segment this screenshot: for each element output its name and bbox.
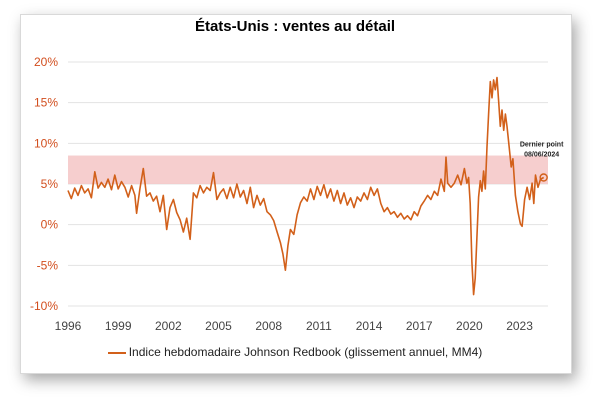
x-tick-label: 1999: [105, 319, 132, 333]
x-tick-label: 2011: [306, 319, 332, 333]
chart-title: États-Unis : ventes au détail: [194, 18, 396, 35]
x-tick-label: 2020: [456, 319, 483, 333]
x-axis: 1996 1999 2002 2005 2008 2011 2014 2017 2020 2023: [55, 319, 534, 333]
y-tick-label: 15%: [34, 96, 58, 110]
annotation-line-1: Dernier point: [520, 142, 564, 149]
legend: Indice hebdomadaire Johnson Redbook (gli…: [20, 345, 570, 359]
chart-card: [20, 14, 572, 374]
last-point-marker: [539, 173, 548, 182]
x-tick-label: 2017: [406, 319, 433, 333]
y-tick-label: 5%: [41, 177, 59, 191]
y-tick-label: 20%: [34, 55, 58, 69]
y-tick-label: 10%: [34, 136, 58, 150]
x-tick-label: 2014: [356, 319, 383, 333]
annotation-line-2: 08/06/2024: [524, 151, 559, 158]
reference-band: [68, 155, 548, 184]
x-tick-label: 2005: [205, 319, 232, 333]
x-tick-label: 2008: [255, 319, 282, 333]
y-tick-label: -10%: [30, 299, 58, 313]
y-tick-label: 0%: [41, 218, 59, 232]
y-axis: 20% 15% 10% 5% 0% -5% -10%: [30, 55, 58, 313]
legend-label: Indice hebdomadaire Johnson Redbook (gli…: [128, 345, 483, 359]
x-tick-label: 2002: [155, 319, 182, 333]
series-line-redbook: [67, 76, 545, 296]
x-tick-label: 1996: [55, 319, 82, 333]
legend-swatch: [107, 351, 126, 354]
y-tick-label: -5%: [37, 258, 59, 272]
x-tick-label: 2023: [506, 319, 533, 333]
